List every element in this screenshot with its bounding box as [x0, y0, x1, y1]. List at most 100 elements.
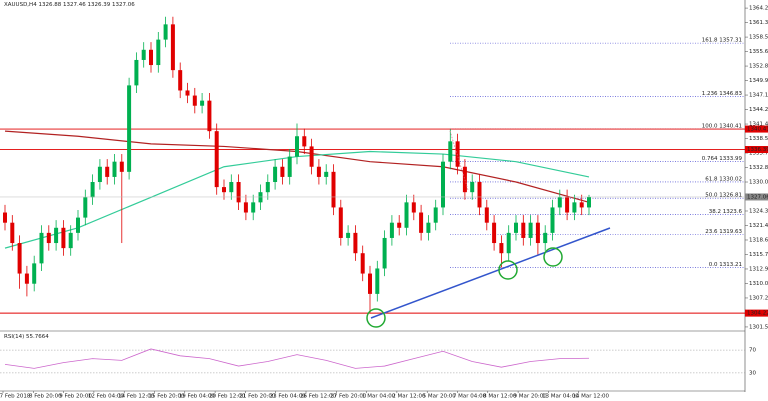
fib-price: 1313.21 — [719, 261, 742, 267]
candle-body — [119, 161, 124, 172]
level-label: 1340.41 — [747, 127, 768, 133]
candle-body — [68, 232, 73, 249]
y-tick-label: 1341.40 — [749, 122, 768, 128]
y-tick-label: 1330.00 — [749, 180, 768, 186]
trend-line — [370, 227, 611, 319]
rsi-tick-label: 30 — [749, 370, 756, 376]
candle-body — [214, 131, 219, 188]
fib-label: 1.236 1346.83 — [702, 90, 743, 96]
candle-body — [134, 59, 139, 86]
candle-body — [24, 273, 29, 284]
candle-body — [39, 232, 44, 264]
candle-body — [97, 166, 102, 183]
fib-label: 23.6 1319.63 — [705, 229, 742, 235]
rsi-last: 55.7664 — [26, 334, 49, 340]
y-tick-label: 1361.35 — [749, 20, 768, 26]
x-tick-label: 1 Mar 04:00 — [362, 394, 396, 400]
candle-body — [112, 161, 117, 177]
x-tick-label: 7 Feb 2018 — [0, 394, 31, 400]
candle-body — [192, 95, 197, 106]
candle-body — [353, 232, 358, 254]
x-tick-label: 7 Mar 04:00 — [453, 394, 487, 400]
candle-body — [302, 136, 307, 147]
fib-price: 1323.6 — [723, 209, 743, 215]
candle-body — [419, 212, 424, 233]
y-tick-label: 1352.80 — [749, 64, 768, 70]
candle-body — [470, 182, 475, 193]
candle-body — [535, 222, 540, 244]
candle-body — [557, 197, 562, 208]
fib-ratio: 161.8 — [702, 37, 718, 43]
y-tick-label: 1307.20 — [749, 295, 768, 301]
y-tick-label: 1324.30 — [749, 208, 768, 214]
highlight-circle — [543, 247, 563, 267]
y-tick-label: 1310.05 — [749, 281, 768, 287]
x-tick-label: 23 Feb 04:00 — [270, 394, 307, 400]
x-tick-label: 13 Mar 04:00 — [542, 394, 579, 400]
candle-body — [141, 49, 146, 60]
candle-body — [83, 197, 88, 218]
candle-body — [484, 207, 489, 223]
candle-body — [404, 202, 409, 228]
candle-body — [565, 197, 570, 213]
candle-body — [3, 212, 7, 223]
candle-body — [76, 217, 80, 233]
candle-body — [32, 263, 37, 284]
candle-body — [149, 49, 153, 66]
y-tick-label: 1355.65 — [749, 49, 768, 55]
candle-body — [280, 166, 285, 177]
candle-body — [295, 136, 299, 157]
x-tick-label: 2 Mar 12:00 — [392, 394, 426, 400]
highlight-circle — [366, 308, 386, 328]
chart-header: XAUUSD,H4 1326.88 1327.46 1326.39 1327.0… — [4, 2, 135, 8]
fib-ratio: 100.0 — [702, 123, 718, 129]
symbol: XAUUSD,H4 — [4, 2, 37, 8]
y-tick-label: 1321.45 — [749, 223, 768, 229]
quote-close: 1327.06 — [112, 2, 135, 8]
candle-body — [265, 182, 270, 193]
candle-body — [368, 273, 372, 294]
fib-ratio: 61.8 — [705, 176, 718, 182]
fib-ratio: 0.764 — [702, 156, 718, 162]
fib-ratio: 0.0 — [709, 261, 718, 267]
rsi-line — [4, 348, 590, 369]
quote-open: 1326.88 — [38, 2, 61, 8]
y-tick-label: 1344.25 — [749, 107, 768, 113]
fib-price: 1333.99 — [719, 156, 742, 162]
candle-body — [156, 39, 161, 66]
candle-body — [375, 268, 380, 294]
candle-body — [258, 192, 263, 203]
candle-body — [411, 202, 416, 213]
fib-anchor-line — [449, 130, 469, 191]
x-tick-label: 19 Feb 04:00 — [179, 394, 216, 400]
level-label: 1304.22 — [747, 311, 768, 317]
candle-body — [389, 222, 394, 238]
candle-body — [10, 222, 15, 244]
candle-body — [185, 90, 190, 96]
fib-ratio: 23.6 — [705, 229, 718, 235]
x-tick-label: 26 Feb 12:00 — [300, 394, 337, 400]
rsi-tick-label: 70 — [749, 348, 756, 354]
candle-body — [382, 237, 387, 269]
candle-body — [572, 202, 577, 213]
y-tick-label: 1335.70 — [749, 151, 768, 157]
rsi-label: RSI(14) — [4, 334, 24, 340]
candle-body — [309, 146, 314, 167]
level-tag — [745, 146, 768, 154]
y-tick-label: 1301.50 — [749, 324, 768, 330]
x-tick-label: 9 Mar 20:00 — [513, 394, 547, 400]
fib-price: 1340.41 — [719, 123, 742, 129]
fib-price: 1319.63 — [719, 229, 742, 235]
candle-body — [46, 232, 51, 244]
candle-body — [397, 222, 402, 228]
candle-body — [579, 202, 584, 208]
fib-label: 161.8 1357.31 — [702, 37, 742, 43]
x-tick-label: 12 Feb 04:00 — [88, 394, 125, 400]
level-tag — [745, 309, 768, 317]
quote-low: 1326.39 — [87, 2, 110, 8]
level-tag — [745, 125, 768, 133]
fib-label: 100.0 1340.41 — [702, 123, 742, 129]
candle-body — [433, 207, 438, 223]
